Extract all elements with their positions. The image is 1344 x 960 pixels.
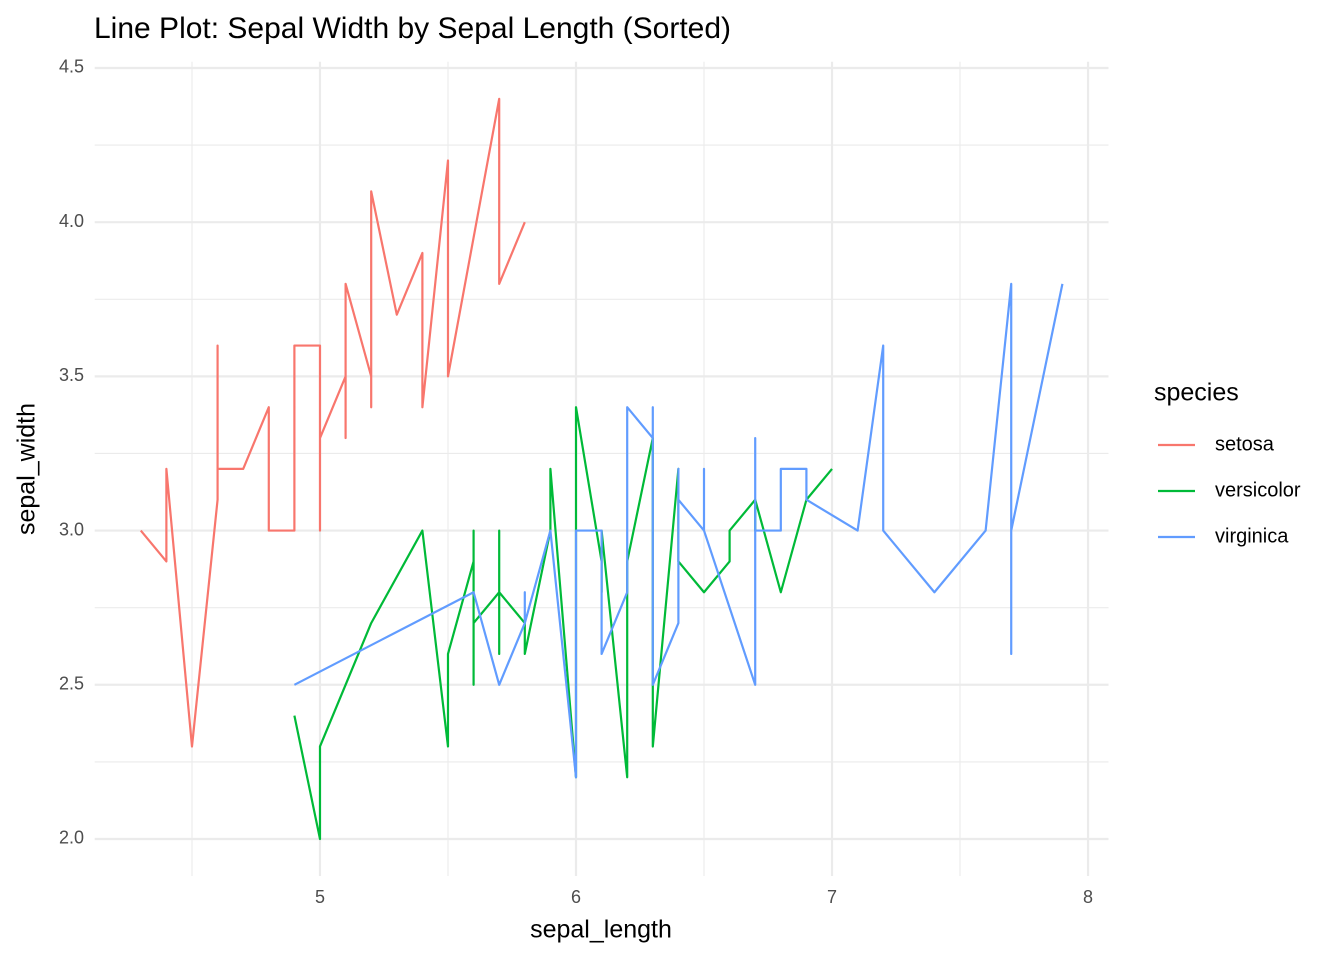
- legend-label: setosa: [1215, 433, 1275, 455]
- legend-label: virginica: [1215, 525, 1289, 547]
- x-tick-label: 8: [1083, 887, 1093, 907]
- x-axis-title: sepal_length: [530, 916, 672, 944]
- y-tick-label: 3.5: [59, 365, 84, 385]
- y-tick-label: 4.5: [59, 57, 84, 77]
- plot-lines: [139, 97, 1064, 841]
- y-tick-label: 4.0: [59, 211, 84, 231]
- series-line: [139, 97, 526, 748]
- labels: 5 6 7 8 2.0 2.5 3.0 3.5 4.0 4.5 setosa versicolor vi…: [59, 57, 1301, 907]
- chart-title: Line Plot: Sepal Width by Sepal Length (…: [94, 12, 731, 45]
- legend-label: versicolor: [1215, 479, 1301, 501]
- x-tick-label: 5: [315, 887, 325, 907]
- series-line: [293, 282, 1064, 779]
- series-line: [293, 406, 833, 841]
- y-tick-label: 3.0: [59, 519, 84, 539]
- y-tick-label: 2.0: [59, 828, 84, 848]
- x-tick-label: 7: [827, 887, 837, 907]
- grid: [94, 61, 1109, 876]
- legend-title: species: [1154, 379, 1239, 407]
- y-axis-title: sepal_width: [13, 403, 41, 535]
- y-tick-label: 2.5: [59, 674, 84, 694]
- x-tick-label: 6: [571, 887, 581, 907]
